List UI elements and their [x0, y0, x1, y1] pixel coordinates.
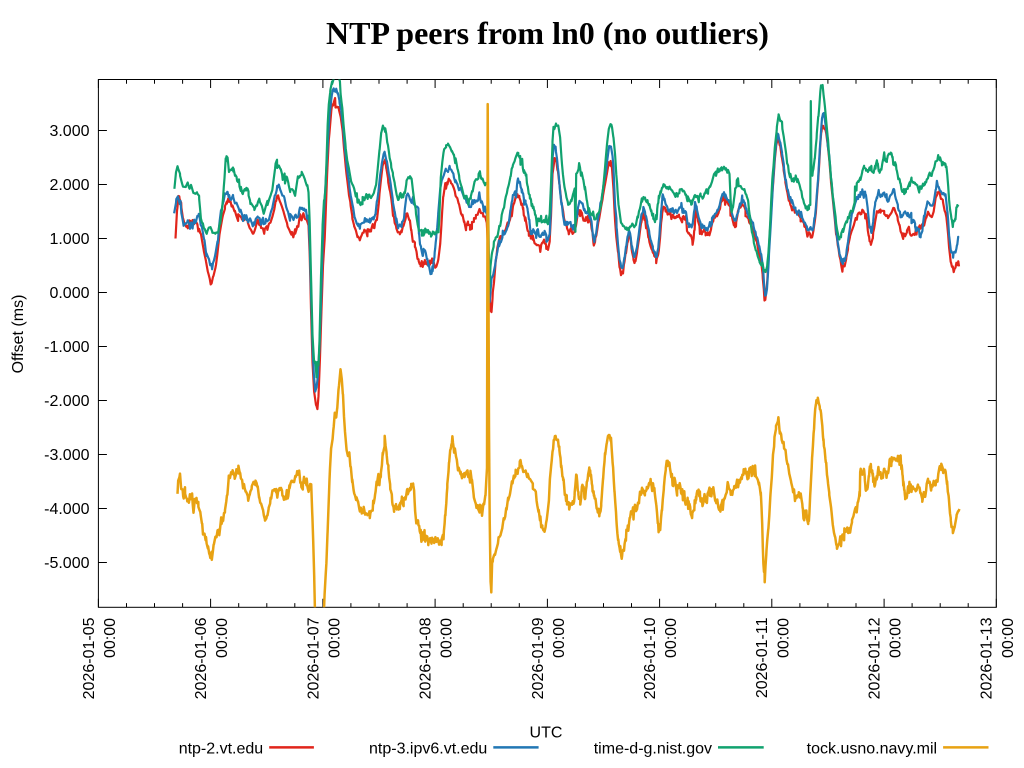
- svg-text:-2.000: -2.000: [44, 393, 89, 410]
- svg-text:00:00: 00:00: [663, 618, 680, 658]
- svg-text:00:00: 00:00: [888, 618, 905, 658]
- svg-text:ntp-3.ipv6.vt.edu: ntp-3.ipv6.vt.edu: [369, 741, 487, 758]
- svg-text:00:00: 00:00: [551, 618, 568, 658]
- svg-text:2.000: 2.000: [49, 177, 89, 194]
- svg-text:-3.000: -3.000: [44, 447, 89, 464]
- svg-text:00:00: 00:00: [102, 618, 119, 658]
- svg-text:2026-01-08: 2026-01-08: [418, 617, 435, 699]
- svg-text:2026-01-13: 2026-01-13: [979, 617, 996, 699]
- svg-text:00:00: 00:00: [775, 618, 792, 658]
- svg-text:-1.000: -1.000: [44, 339, 89, 356]
- svg-text:2026-01-09: 2026-01-09: [530, 617, 547, 699]
- svg-text:00:00: 00:00: [327, 618, 344, 658]
- svg-text:2026-01-07: 2026-01-07: [305, 617, 322, 699]
- svg-text:UTC: UTC: [530, 725, 563, 742]
- svg-text:-4.000: -4.000: [44, 501, 89, 518]
- svg-text:2026-01-11: 2026-01-11: [754, 617, 771, 698]
- svg-text:2026-01-06: 2026-01-06: [193, 617, 210, 699]
- svg-text:1.000: 1.000: [49, 231, 89, 248]
- svg-text:00:00: 00:00: [214, 618, 231, 658]
- svg-text:tock.usno.navy.mil: tock.usno.navy.mil: [807, 741, 937, 758]
- svg-text:ntp-2.vt.edu: ntp-2.vt.edu: [179, 741, 264, 758]
- svg-text:0.000: 0.000: [49, 285, 89, 302]
- svg-text:2026-01-05: 2026-01-05: [81, 617, 98, 699]
- svg-text:time-d-g.nist.gov: time-d-g.nist.gov: [594, 741, 712, 758]
- svg-text:NTP peers from ln0 (no outlier: NTP peers from ln0 (no outliers): [326, 15, 769, 51]
- svg-text:2026-01-12: 2026-01-12: [867, 617, 884, 699]
- svg-text:-5.000: -5.000: [44, 555, 89, 572]
- svg-text:3.000: 3.000: [49, 123, 89, 140]
- svg-text:00:00: 00:00: [1000, 618, 1017, 658]
- svg-text:Offset (ms): Offset (ms): [10, 295, 27, 374]
- svg-text:00:00: 00:00: [439, 618, 456, 658]
- svg-text:2026-01-10: 2026-01-10: [642, 617, 659, 699]
